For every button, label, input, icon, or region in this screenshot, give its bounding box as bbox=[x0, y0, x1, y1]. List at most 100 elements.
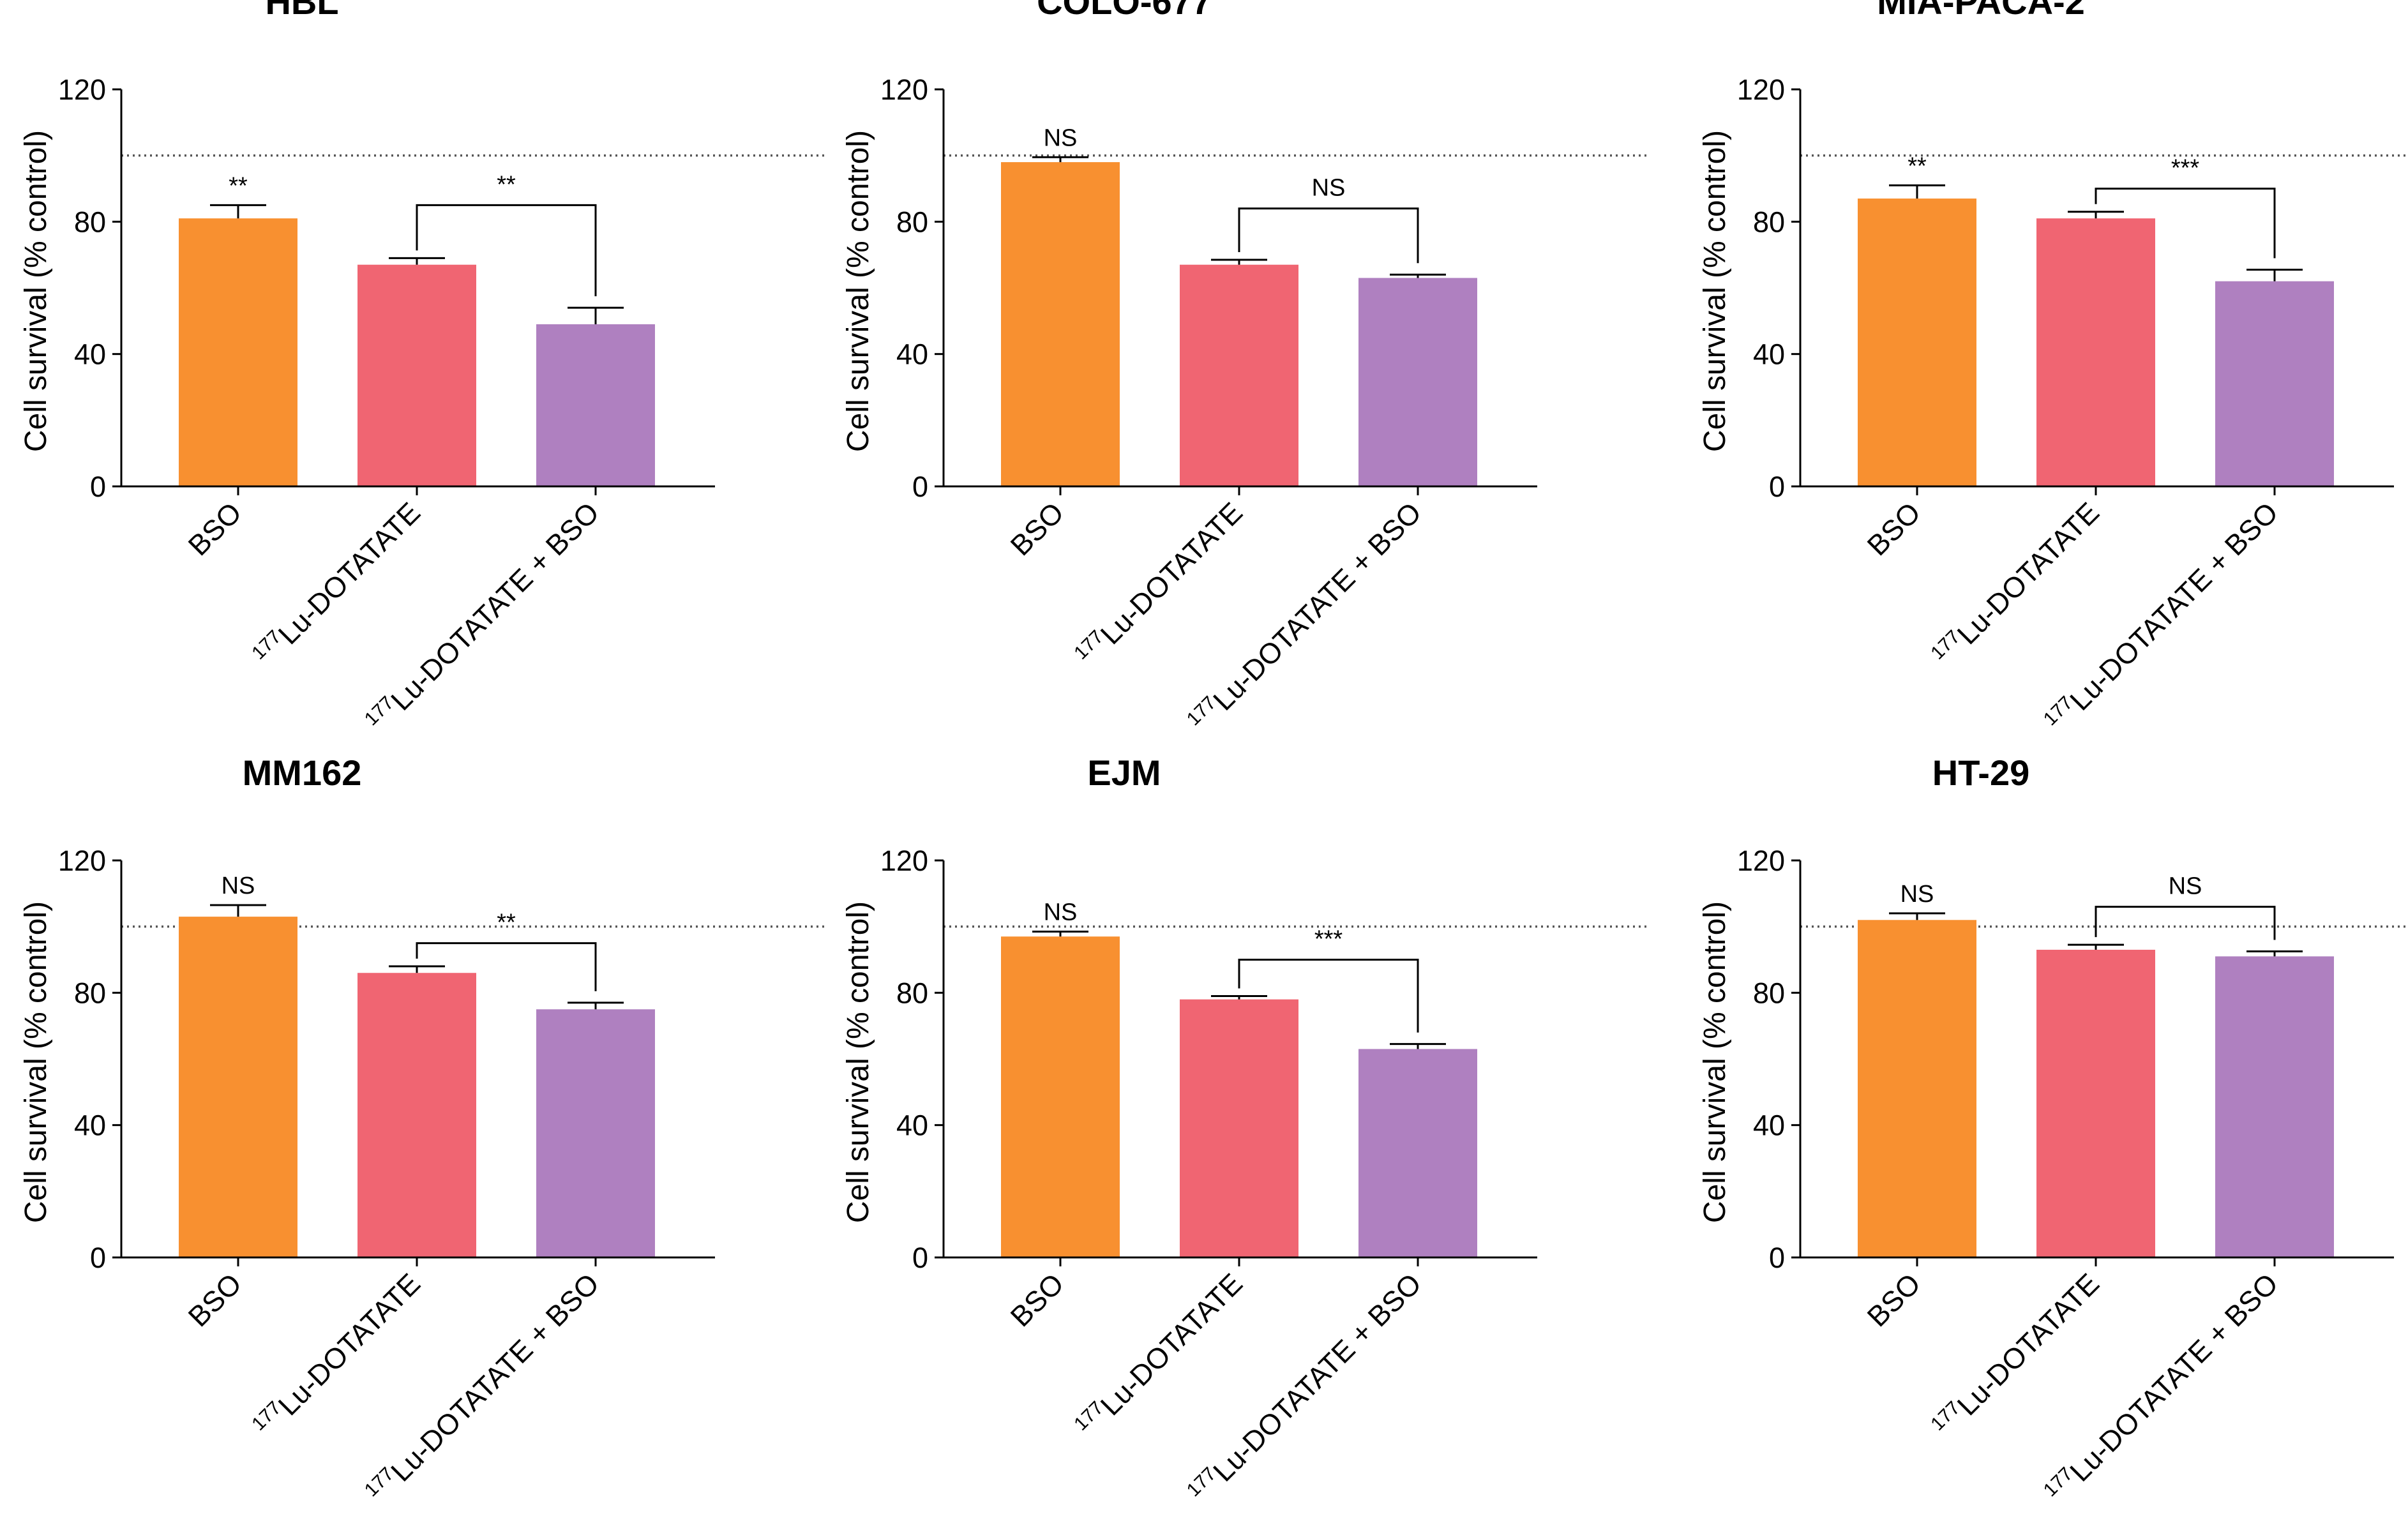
bar-2 bbox=[1358, 278, 1477, 486]
y-tick-label: 120 bbox=[880, 844, 928, 877]
bar-0 bbox=[179, 218, 297, 486]
significance-label: *** bbox=[1314, 926, 1343, 953]
bar-2 bbox=[536, 324, 655, 486]
y-axis-label: Cell survival (% control) bbox=[1698, 901, 1732, 1223]
y-tick-label: 40 bbox=[1753, 338, 1785, 371]
y-tick-label: 40 bbox=[896, 1109, 928, 1142]
y-tick-label: 120 bbox=[58, 73, 106, 106]
y-tick-label: 0 bbox=[912, 1241, 928, 1274]
x-category-label: BSO bbox=[1004, 1267, 1070, 1333]
significance-label: *** bbox=[2171, 155, 2200, 182]
chart-title: MM162 bbox=[243, 753, 362, 793]
significance-label: ** bbox=[497, 171, 516, 198]
y-tick-label: 120 bbox=[1737, 73, 1785, 106]
y-tick-label: 80 bbox=[896, 206, 928, 238]
x-category-label: BSO bbox=[1004, 496, 1070, 562]
bar-2 bbox=[1358, 1049, 1477, 1257]
x-category-label: 177Lu-DOTATATE bbox=[248, 1266, 426, 1444]
y-tick-label: 80 bbox=[74, 206, 106, 238]
significance-label: NS bbox=[1900, 881, 1934, 908]
category-text: Lu-DOTATATE bbox=[1094, 1267, 1249, 1421]
bar-1 bbox=[2036, 949, 2155, 1257]
significance-label: NS bbox=[1044, 899, 1078, 926]
category-text: Lu-DOTATATE bbox=[1951, 496, 2105, 650]
category-text: Lu-DOTATATE + BSO bbox=[2063, 496, 2284, 717]
bar-0 bbox=[1001, 936, 1120, 1257]
y-tick-label: 80 bbox=[896, 977, 928, 1009]
bar-1 bbox=[1180, 264, 1298, 486]
significance-bracket bbox=[2095, 188, 2276, 259]
chart-title: EJM bbox=[1087, 753, 1161, 793]
y-tick-label: 80 bbox=[1753, 977, 1785, 1009]
chart-title: MIA-PACA-2 bbox=[1877, 0, 2085, 22]
significance-label: NS bbox=[2169, 873, 2202, 900]
x-category-label: 177Lu-DOTATATE bbox=[1927, 1266, 2105, 1444]
x-category-label: 177Lu-DOTATATE bbox=[1070, 495, 1249, 673]
y-tick-label: 40 bbox=[74, 1109, 106, 1142]
y-axis-label: Cell survival (% control) bbox=[841, 130, 875, 452]
y-axis-label: Cell survival (% control) bbox=[1698, 130, 1732, 452]
chart-title: HBL bbox=[265, 0, 338, 22]
y-tick-label: 80 bbox=[74, 977, 106, 1009]
x-category-label: BSO bbox=[182, 496, 248, 562]
bar-1 bbox=[2036, 218, 2155, 486]
category-text: Lu-DOTATATE bbox=[272, 1267, 426, 1421]
significance-label: ** bbox=[229, 172, 248, 199]
bar-2 bbox=[2215, 281, 2334, 486]
y-axis-label: Cell survival (% control) bbox=[19, 901, 53, 1223]
bar-2 bbox=[2215, 956, 2334, 1257]
category-text: Lu-DOTATATE bbox=[1951, 1267, 2105, 1421]
y-axis-label: Cell survival (% control) bbox=[841, 901, 875, 1223]
category-text: BSO bbox=[182, 496, 248, 562]
category-text: Lu-DOTATATE bbox=[1094, 496, 1249, 650]
significance-bracket bbox=[416, 204, 597, 297]
significance-label: NS bbox=[1044, 124, 1078, 151]
y-tick-label: 0 bbox=[1769, 1241, 1785, 1274]
significance-label: NS bbox=[1312, 175, 1346, 202]
chart-title: HT-29 bbox=[1932, 753, 2030, 793]
y-tick-label: 120 bbox=[1737, 844, 1785, 877]
category-text: Lu-DOTATATE + BSO bbox=[1207, 1267, 1427, 1488]
category-text: Lu-DOTATATE + BSO bbox=[384, 496, 605, 717]
significance-bracket bbox=[1238, 207, 1419, 264]
x-category-label: BSO bbox=[1861, 1267, 1927, 1333]
chart-title: COLO-677 bbox=[1037, 0, 1212, 22]
x-category-label: 177Lu-DOTATATE bbox=[248, 495, 426, 673]
y-tick-label: 0 bbox=[912, 470, 928, 503]
category-text: BSO bbox=[1004, 1267, 1070, 1333]
x-category-label: BSO bbox=[1861, 496, 1927, 562]
category-text: BSO bbox=[182, 1267, 248, 1333]
bar-1 bbox=[357, 264, 476, 486]
y-tick-label: 0 bbox=[1769, 470, 1785, 503]
y-tick-label: 80 bbox=[1753, 206, 1785, 238]
y-axis-label: Cell survival (% control) bbox=[19, 130, 53, 452]
significance-bracket bbox=[416, 942, 597, 991]
category-text: Lu-DOTATATE + BSO bbox=[2063, 1267, 2284, 1488]
y-tick-label: 120 bbox=[880, 73, 928, 106]
category-text: Lu-DOTATATE + BSO bbox=[1207, 496, 1427, 717]
bar-0 bbox=[179, 917, 297, 1257]
significance-bracket bbox=[2095, 906, 2276, 940]
x-category-label: 177Lu-DOTATATE bbox=[1927, 495, 2105, 673]
category-text: BSO bbox=[1861, 1267, 1927, 1333]
category-text: Lu-DOTATATE bbox=[272, 496, 426, 650]
bar-0 bbox=[1001, 162, 1120, 487]
significance-label: NS bbox=[222, 873, 255, 899]
y-tick-label: 120 bbox=[58, 844, 106, 877]
category-text: BSO bbox=[1004, 496, 1070, 562]
category-text: Lu-DOTATATE + BSO bbox=[384, 1267, 605, 1488]
category-text: BSO bbox=[1861, 496, 1927, 562]
x-category-label: 177Lu-DOTATATE bbox=[1070, 1266, 1249, 1444]
significance-label: ** bbox=[497, 910, 516, 936]
bar-0 bbox=[1858, 199, 1976, 486]
x-category-label: BSO bbox=[182, 1267, 248, 1333]
bar-1 bbox=[357, 973, 476, 1257]
bar-2 bbox=[536, 1009, 655, 1257]
